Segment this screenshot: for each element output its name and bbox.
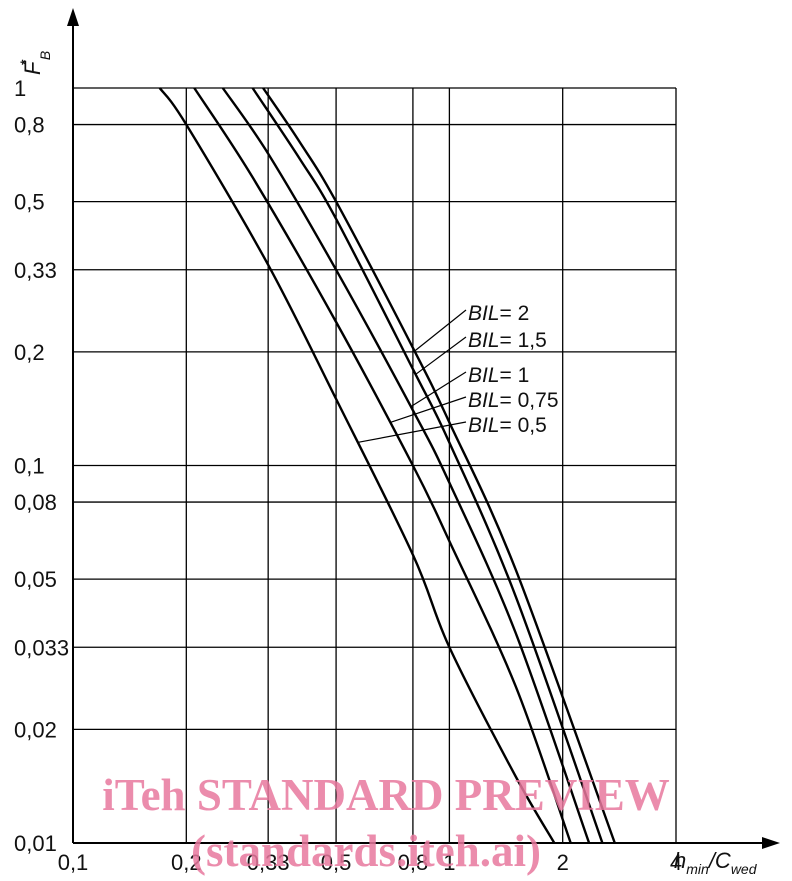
y-tick-label-7: 0,05 [14, 567, 57, 592]
y-tick-label-4: 0,2 [14, 340, 45, 365]
y-tick-label-6: 0,08 [14, 490, 57, 515]
series-curves [158, 87, 616, 844]
x-tick-label-1: 0,2 [171, 850, 202, 875]
x-axis-arrow [762, 837, 780, 849]
watermark-line-1: iTeh STANDARD PREVIEW [102, 770, 670, 820]
legend-label-3: BIL= 0,75 [468, 389, 559, 412]
legend-leader-0 [414, 309, 467, 352]
legend-label-2: BIL= 1 [468, 364, 529, 387]
series-line-4 [262, 87, 616, 844]
y-tick-label-1: 0,8 [14, 113, 45, 138]
series-line-2 [221, 87, 591, 844]
x-tick-label-7: 4 [670, 850, 682, 875]
x-tick-label-4: 0,8 [398, 850, 429, 875]
axis-titles: F*B hmin/Cwed [17, 51, 758, 877]
series-line-1 [193, 87, 572, 844]
x-tick-label-2: 0,33 [247, 850, 290, 875]
y-tick-label-3: 0,33 [14, 258, 57, 283]
y-axis-arrow [67, 8, 79, 26]
series-line-0 [158, 87, 556, 844]
grid-lines [72, 87, 677, 844]
legend-leaders [357, 309, 467, 444]
x-axis-label: hmin/Cwed [674, 848, 758, 877]
watermark: iTeh STANDARD PREVIEW (standards.iteh.ai… [102, 770, 670, 876]
x-tick-label-3: 0,5 [321, 850, 352, 875]
legend-leader-2 [410, 371, 467, 408]
y-tick-label-10: 0,01 [14, 831, 57, 856]
x-tick-label-6: 2 [557, 850, 569, 875]
y-tick-label-5: 0,1 [14, 454, 45, 479]
x-tick-label-5: 1 [443, 850, 455, 875]
y-axis-label: F*B [17, 51, 53, 75]
y-tick-label-9: 0,02 [14, 717, 57, 742]
x-tick-label-0: 0,1 [58, 850, 89, 875]
y-tick-label-2: 0,5 [14, 190, 45, 215]
legend-label-4: BIL= 0,5 [468, 414, 547, 437]
legend-label-0: BIL= 2 [468, 302, 529, 325]
y-tick-label-8: 0,033 [14, 635, 69, 660]
axes [67, 8, 780, 849]
legend-leader-4 [357, 421, 467, 444]
watermark-line-2: (standards.iteh.ai) [191, 826, 541, 876]
tick-labels: 0,1 0,2 0,33 0,5 0,8 1 2 4 1 0,8 0,5 0,33 0,2 0,1 0,08… [14, 76, 682, 875]
y-tick-label-0: 1 [14, 76, 26, 101]
legend-leader-3 [389, 396, 467, 424]
legend-leader-1 [415, 336, 467, 375]
legend-label-1: BIL= 1,5 [468, 329, 547, 352]
series-line-3 [251, 87, 604, 844]
